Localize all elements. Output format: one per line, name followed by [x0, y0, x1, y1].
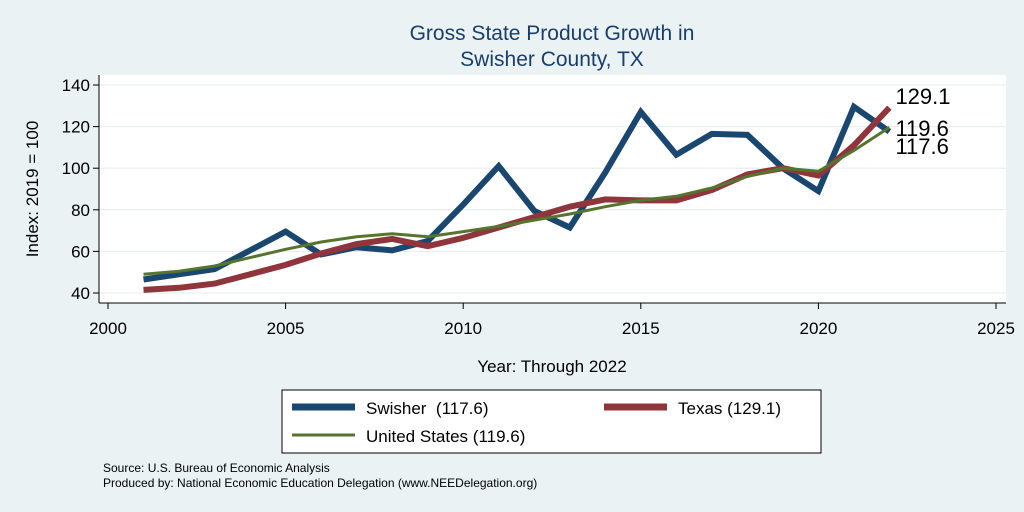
series-lines — [143, 102, 892, 293]
end-label-united-states: 119.6 — [895, 116, 948, 141]
y-axis-label: Index: 2019 = 100 — [23, 121, 42, 258]
y-ticks: 40 60 80 100 120 140 — [62, 76, 99, 303]
legend-box — [281, 389, 822, 454]
y-tick-label-100: 100 — [62, 159, 90, 178]
chart-title-line-1: Gross State Product Growth in — [410, 22, 695, 45]
end-label-swisher: 117.6 — [895, 134, 948, 159]
series-line-swisher — [143, 102, 892, 283]
x-tick-label-2010: 2010 — [444, 319, 482, 338]
end-labels: 117.6 129.1 119.6 — [895, 84, 950, 159]
source-note: Source: U.S. Bureau of Economic Analysis — [103, 461, 330, 475]
x-tick-label-2000: 2000 — [89, 319, 127, 338]
legend-label-swisher: Swisher (117.6) — [366, 399, 489, 418]
x-tick-label-2025: 2025 — [977, 319, 1015, 338]
x-tick-label-2015: 2015 — [622, 319, 660, 338]
y-tick-label-120: 120 — [62, 118, 90, 137]
producer-note: Produced by: National Economic Education… — [103, 476, 538, 490]
y-tick-label-80: 80 — [71, 201, 90, 220]
y-tick-label-40: 40 — [71, 284, 90, 303]
y-tick-label-140: 140 — [62, 76, 90, 95]
chart-title-line-2: Swisher County, TX — [460, 48, 644, 71]
x-tick-label-2005: 2005 — [267, 319, 305, 338]
legend-label-texas: Texas (129.1) — [678, 399, 781, 418]
x-tick-label-2020: 2020 — [799, 319, 837, 338]
plot-area — [99, 75, 1006, 303]
x-axis-label: Year: Through 2022 — [477, 357, 626, 376]
legend-label-united-states: United States (119.6) — [366, 427, 525, 446]
legend: Swisher (117.6) Texas (129.1) United Sta… — [281, 389, 822, 454]
y-tick-label-60: 60 — [71, 242, 90, 261]
series-line-united-states — [143, 126, 891, 276]
end-label-texas: 129.1 — [895, 84, 950, 109]
x-ticks: 2000 2005 2010 2015 2020 2025 — [89, 303, 1015, 338]
